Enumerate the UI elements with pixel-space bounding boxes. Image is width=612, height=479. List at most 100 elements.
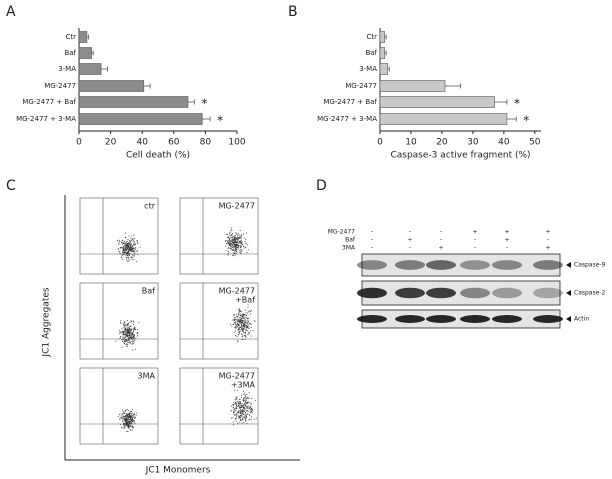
event-dot xyxy=(232,233,234,235)
event-dot xyxy=(130,422,132,424)
event-dot xyxy=(133,337,134,339)
event-dot xyxy=(243,410,245,412)
event-dot xyxy=(125,409,127,411)
event-dot xyxy=(242,328,244,330)
event-dot xyxy=(242,313,244,315)
event-dot xyxy=(134,327,136,329)
event-dot xyxy=(125,326,127,328)
event-dot xyxy=(243,392,245,394)
event-dot xyxy=(253,320,255,322)
category-label: MG-2477 xyxy=(345,82,377,90)
bar xyxy=(379,47,385,59)
event-dot xyxy=(132,419,134,421)
x-tick-label: 0 xyxy=(76,138,82,148)
event-dot xyxy=(248,332,250,334)
plot-label: Baf xyxy=(142,287,155,296)
event-dot xyxy=(127,245,129,247)
event-dot xyxy=(241,323,243,325)
event-dot xyxy=(231,227,232,229)
event-dot xyxy=(130,245,132,247)
event-dot xyxy=(123,251,125,253)
event-dot xyxy=(124,232,126,234)
event-dot xyxy=(121,247,123,249)
event-dot xyxy=(121,414,123,416)
event-dot xyxy=(231,243,233,244)
event-dot xyxy=(245,317,247,318)
event-dot xyxy=(239,234,241,236)
event-dot xyxy=(134,254,136,256)
event-dot xyxy=(247,319,249,321)
blot-band xyxy=(426,315,456,323)
plot-label: MG-2477 xyxy=(219,287,255,296)
event-dot xyxy=(232,404,234,406)
event-dot xyxy=(132,338,134,340)
event-dot xyxy=(135,329,137,330)
event-dot xyxy=(127,421,129,423)
event-dot xyxy=(247,324,249,326)
event-dot xyxy=(245,408,247,410)
event-dot xyxy=(240,241,242,243)
event-dot xyxy=(127,422,128,424)
event-dot xyxy=(239,417,241,419)
event-dot xyxy=(228,237,230,239)
x-tick-label: 60 xyxy=(168,138,180,148)
event-dot xyxy=(226,237,228,239)
event-dot xyxy=(127,329,129,331)
event-dot xyxy=(119,332,121,333)
event-dot xyxy=(131,256,132,258)
event-dot xyxy=(242,322,244,324)
category-label: Baf xyxy=(365,49,377,57)
event-dot xyxy=(235,324,237,326)
event-dot xyxy=(119,247,121,249)
event-dot xyxy=(135,337,137,339)
event-dot xyxy=(131,321,133,323)
event-dot xyxy=(133,327,135,329)
event-dot xyxy=(247,402,249,404)
event-dot xyxy=(130,240,132,242)
plot-label: +3MA xyxy=(231,381,256,390)
event-dot xyxy=(243,322,245,324)
event-dot xyxy=(246,326,248,328)
event-dot xyxy=(127,422,129,424)
event-dot xyxy=(129,326,131,327)
event-dot xyxy=(132,427,134,429)
event-dot xyxy=(126,423,128,425)
event-dot xyxy=(247,244,249,246)
event-dot xyxy=(125,345,127,347)
event-dot xyxy=(124,251,126,252)
event-dot xyxy=(130,416,132,418)
event-dot xyxy=(245,243,247,245)
event-dot xyxy=(250,406,252,408)
event-dot xyxy=(119,417,121,419)
event-dot xyxy=(237,315,239,317)
event-dot xyxy=(115,340,117,342)
event-dot xyxy=(247,306,249,308)
band-label: Caspase-2 xyxy=(574,290,605,297)
event-dot xyxy=(232,245,234,247)
event-dot xyxy=(126,335,127,337)
event-dot xyxy=(123,417,125,419)
event-dot xyxy=(246,397,248,399)
blot-band xyxy=(533,315,563,323)
event-dot xyxy=(236,242,238,244)
event-dot xyxy=(131,250,133,252)
event-dot xyxy=(243,406,244,408)
event-dot xyxy=(240,318,242,320)
event-dot xyxy=(243,332,245,334)
event-dot xyxy=(233,331,235,333)
event-dot xyxy=(237,237,239,239)
event-dot xyxy=(121,341,123,342)
event-dot xyxy=(130,415,132,417)
event-dot xyxy=(244,320,246,322)
event-dot xyxy=(236,232,238,234)
event-dot xyxy=(235,410,237,412)
event-dot xyxy=(127,324,129,326)
event-dot xyxy=(245,324,247,326)
event-dot xyxy=(238,403,240,405)
event-dot xyxy=(234,321,236,323)
bar xyxy=(379,80,446,92)
x-tick-label: 20 xyxy=(105,138,117,148)
event-dot xyxy=(124,417,126,419)
event-dot xyxy=(240,311,242,313)
event-dot xyxy=(228,242,230,244)
